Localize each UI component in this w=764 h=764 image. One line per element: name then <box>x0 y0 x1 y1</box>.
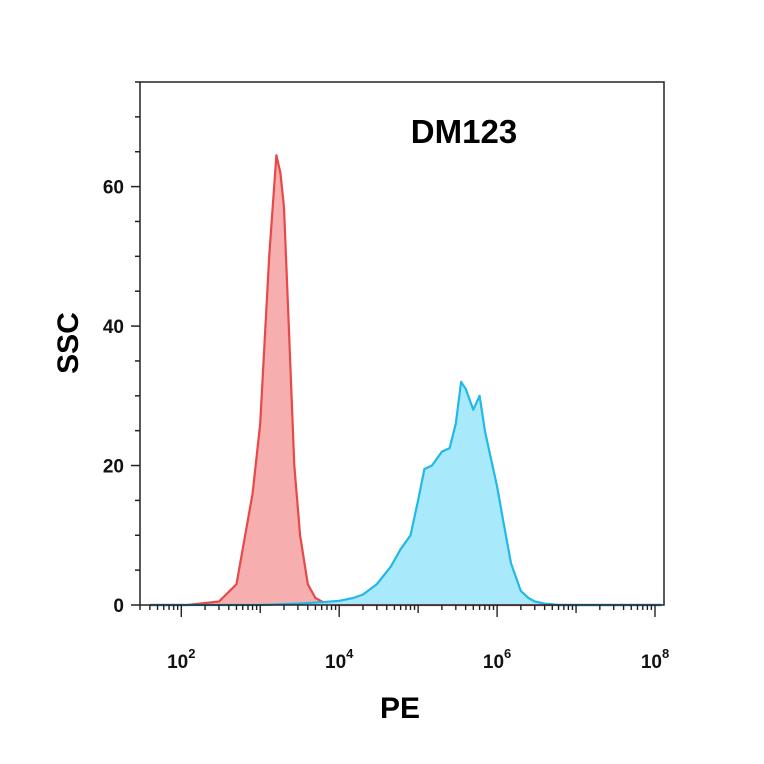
series-1-line <box>149 154 662 607</box>
x-tick-label: 108 <box>641 646 669 673</box>
x-axis: 102 104 106 108 <box>139 605 669 673</box>
x-tick-label: 104 <box>325 646 354 673</box>
x-tick-label: 102 <box>167 646 195 673</box>
chart-title: DM123 <box>411 113 517 150</box>
series-2-line <box>149 380 662 607</box>
series-1-area <box>149 155 662 605</box>
x-tick-label: 106 <box>483 646 511 673</box>
y-axis-title: SSC <box>52 312 85 374</box>
x-axis-title: PE <box>380 692 420 725</box>
series-layer <box>149 154 662 607</box>
y-tick-label: 60 <box>103 178 124 199</box>
y-tick-label: 20 <box>103 457 124 478</box>
plot-frame <box>139 81 665 606</box>
y-axis: 0 20 40 60 <box>103 81 140 617</box>
y-tick-label: 40 <box>103 317 124 338</box>
y-tick-label: 0 <box>113 596 124 617</box>
series-2-area <box>149 381 662 605</box>
